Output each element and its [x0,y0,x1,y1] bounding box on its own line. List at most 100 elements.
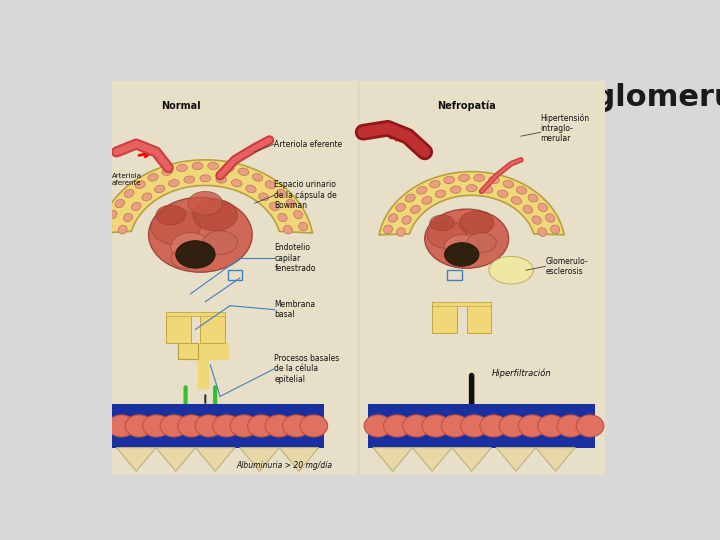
Polygon shape [279,448,319,471]
Ellipse shape [216,176,227,183]
Polygon shape [432,302,491,306]
Ellipse shape [142,193,152,201]
Circle shape [178,415,205,437]
Ellipse shape [135,181,145,188]
Ellipse shape [148,197,252,272]
Ellipse shape [108,211,117,219]
Circle shape [518,415,546,437]
Ellipse shape [459,211,494,235]
Ellipse shape [258,193,269,201]
Circle shape [480,415,508,437]
Circle shape [230,415,258,437]
Polygon shape [178,343,198,359]
Circle shape [108,415,135,437]
Ellipse shape [193,199,238,231]
Circle shape [195,415,222,437]
Ellipse shape [444,177,454,184]
Text: Arteriola eferente: Arteriola eferente [274,139,343,148]
Circle shape [248,415,275,437]
Polygon shape [536,448,575,471]
Ellipse shape [523,205,533,213]
Ellipse shape [148,174,158,181]
Ellipse shape [156,205,186,225]
Ellipse shape [286,199,296,208]
Ellipse shape [238,168,249,176]
Ellipse shape [123,213,132,222]
Ellipse shape [397,228,405,237]
Circle shape [160,415,188,437]
Ellipse shape [265,181,275,188]
Ellipse shape [427,221,467,248]
Ellipse shape [422,197,432,204]
Ellipse shape [231,179,242,187]
Polygon shape [496,448,536,471]
Ellipse shape [299,222,307,231]
Text: Glomérulo diabético: Glomérulo diabético [350,424,539,443]
Ellipse shape [294,211,303,219]
Circle shape [265,415,292,437]
Ellipse shape [528,194,538,202]
Ellipse shape [176,164,187,172]
Ellipse shape [444,242,479,266]
Polygon shape [166,312,191,343]
Ellipse shape [444,235,479,259]
Ellipse shape [489,177,500,184]
Ellipse shape [532,216,541,224]
Ellipse shape [184,176,194,183]
Ellipse shape [459,174,469,181]
Ellipse shape [154,185,165,193]
Ellipse shape [168,179,179,187]
Ellipse shape [103,222,112,231]
Circle shape [441,415,469,437]
Ellipse shape [171,248,200,268]
Ellipse shape [538,204,547,212]
Ellipse shape [389,214,397,222]
Text: Espacio urinario
de la cápsula de
Bowman: Espacio urinario de la cápsula de Bowman [274,180,337,210]
Text: Procesos basales
de la célula
epitelial: Procesos basales de la célula epitelial [274,354,340,383]
Ellipse shape [417,186,427,194]
Text: Hipertensión
intraglo-
merular: Hipertensión intraglo- merular [541,113,590,144]
Ellipse shape [269,202,279,211]
Circle shape [557,415,585,437]
FancyBboxPatch shape [112,404,324,448]
Ellipse shape [276,190,287,198]
Ellipse shape [467,185,477,192]
Text: Hiperfiltración: Hiperfiltración [491,369,551,378]
Polygon shape [195,448,235,471]
Circle shape [212,415,240,437]
Circle shape [143,415,170,437]
Ellipse shape [223,164,234,172]
Circle shape [282,415,310,437]
Ellipse shape [253,174,263,181]
Ellipse shape [246,185,256,193]
Ellipse shape [203,231,238,254]
Ellipse shape [516,186,526,194]
Ellipse shape [384,225,392,234]
Polygon shape [240,448,279,471]
Text: Arteriola
aferente: Arteriola aferente [112,173,142,186]
Text: Endotelio
capilar
fenestrado: Endotelio capilar fenestrado [274,244,316,273]
Ellipse shape [176,241,215,268]
FancyBboxPatch shape [368,404,595,448]
Ellipse shape [425,209,508,268]
Circle shape [383,415,411,437]
Ellipse shape [450,186,461,193]
Polygon shape [98,160,312,233]
Polygon shape [379,172,564,235]
Ellipse shape [482,186,493,193]
Polygon shape [200,312,225,343]
Ellipse shape [171,233,210,260]
Circle shape [576,415,604,437]
FancyBboxPatch shape [112,81,605,475]
Text: Glomérulo normal: Glomérulo normal [137,436,305,454]
Polygon shape [467,302,491,333]
Ellipse shape [511,197,521,204]
Ellipse shape [430,215,454,231]
Ellipse shape [538,228,547,237]
Ellipse shape [498,190,508,198]
Ellipse shape [474,174,485,181]
Ellipse shape [118,225,127,234]
Ellipse shape [430,180,440,188]
Circle shape [300,415,328,437]
Circle shape [125,415,153,437]
